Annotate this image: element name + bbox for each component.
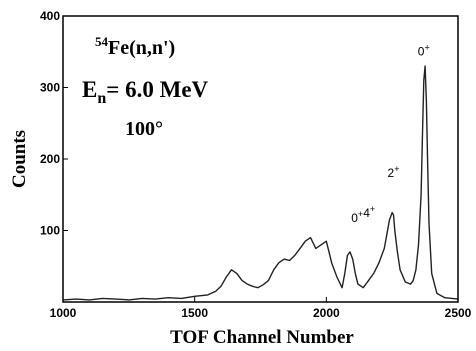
reaction-label: 54Fe(n,n') <box>95 34 175 59</box>
peak-label: 2+ <box>388 164 400 180</box>
x-tick-label: 2000 <box>313 306 340 320</box>
spectrum-line <box>62 65 459 301</box>
y-axis-title: Counts <box>9 130 30 188</box>
energy-value: = 6.0 MeV <box>106 77 208 102</box>
reaction-mass-number: 54 <box>95 34 109 49</box>
energy-label: En= 6.0 MeV <box>82 77 209 107</box>
y-tick-label: 400 <box>40 9 60 23</box>
reaction-annotation: 54Fe(n,n') En= 6.0 MeV 100° <box>82 34 209 140</box>
y-tick-label: 100 <box>40 224 60 238</box>
angle-label: 100° <box>125 118 163 140</box>
reaction-text: Fe(n,n') <box>108 37 175 59</box>
peak-labels: 0+ 2+ 0+4+ <box>351 42 429 225</box>
y-tick-label: 200 <box>40 152 60 166</box>
peak-label: 0+ <box>418 42 430 58</box>
peak-label: 0+4+ <box>351 204 375 225</box>
y-axis: 100 200 300 400 <box>40 9 68 238</box>
x-axis-title: TOF Channel Number <box>170 327 354 348</box>
x-tick-label: 2500 <box>445 306 472 320</box>
x-tick-label: 1000 <box>50 306 77 320</box>
x-axis: 1000 1500 2000 2500 <box>50 297 472 320</box>
x-tick-label: 1500 <box>181 306 208 320</box>
y-tick-label: 300 <box>40 81 60 95</box>
energy-symbol: E <box>82 77 97 102</box>
energy-subscript: n <box>97 90 106 107</box>
